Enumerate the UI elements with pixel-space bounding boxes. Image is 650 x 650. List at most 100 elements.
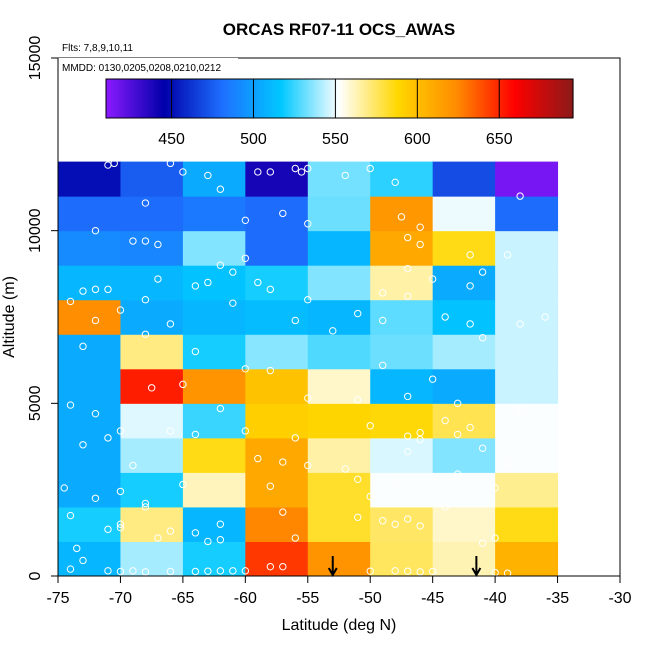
heatmap-cell [370, 541, 434, 577]
observation-point [266, 482, 275, 490]
heatmap-cell [307, 506, 371, 542]
colorbar-segment [264, 79, 268, 118]
colorbar-segment [510, 79, 514, 118]
colorbar-segment [113, 79, 117, 118]
colorbar-segment [404, 79, 408, 118]
colorbar-segment [526, 79, 530, 118]
colorbar-segment [396, 79, 400, 118]
heatmap-cell [245, 334, 309, 370]
x-axis-title: Latitude (deg N) [282, 617, 397, 634]
colorbar-segment [285, 79, 289, 118]
heatmap-cell [58, 265, 121, 301]
observation-point [204, 278, 212, 287]
x-axis: -75 -70 -65 -60 -55 -50 -45 -40 -35 -30 [46, 575, 632, 607]
y-tick-label: 15000 [27, 36, 44, 81]
colorbar-segment [269, 79, 273, 118]
heatmap-cell [495, 161, 559, 197]
observation-point [354, 475, 362, 484]
heatmap-cell [495, 265, 559, 301]
colorbar-segment [557, 79, 561, 118]
colorbar-segment [339, 79, 343, 118]
colorbar-segment [381, 79, 385, 118]
heatmap-cell [432, 265, 496, 301]
heatmap-cell [58, 472, 121, 508]
colorbar-segment [310, 79, 315, 118]
observation-point [91, 409, 100, 418]
observation-point [216, 404, 225, 413]
colorbar-segment [419, 79, 424, 118]
colorbar-segment [181, 79, 185, 118]
observation-point [110, 159, 118, 168]
observation-point [441, 313, 449, 321]
colorbar-segment [191, 79, 195, 118]
observation-point [291, 434, 299, 442]
chart-title: ORCAS RF07-11 OCS_AWAS [223, 20, 455, 39]
colorbar-segment [331, 79, 335, 118]
heatmap-cell [58, 368, 121, 404]
observation-point [241, 427, 250, 435]
observation-point [403, 515, 412, 523]
colorbar-segment [183, 79, 188, 118]
observation-point [379, 289, 387, 297]
observation-point [354, 396, 362, 404]
heatmap-cell [432, 230, 496, 266]
observation-point [241, 365, 250, 373]
colorbar-segment [212, 79, 216, 118]
colorbar-segment [373, 79, 377, 118]
heatmap-cell [245, 541, 309, 577]
observation-point [403, 447, 412, 456]
heatmap-cell [58, 334, 121, 370]
heatmap-cell [58, 437, 121, 473]
colorbar-segment [458, 79, 463, 118]
heatmap-cell [370, 506, 434, 542]
colorbar-segment [214, 79, 219, 118]
observation-point [428, 275, 437, 283]
observation-point [329, 327, 337, 335]
colorbar-segment [209, 79, 213, 118]
colorbar-segment [139, 79, 143, 118]
heatmap-cell [120, 299, 184, 335]
colorbar-segment [277, 79, 281, 118]
observation-point [191, 567, 200, 576]
heatmap-cell [370, 403, 434, 439]
y-axis: 0 5000 10000 15000 [27, 36, 59, 580]
heatmap-cell [432, 334, 496, 370]
heatmap-cell [432, 368, 496, 404]
observation-point [428, 375, 437, 383]
colorbar-segment [305, 79, 309, 118]
observation-point [416, 522, 424, 530]
heatmap-cell [58, 299, 121, 335]
colorbar-segment [528, 79, 533, 118]
colorbar-segment [570, 79, 574, 118]
observation-point [179, 380, 187, 389]
observation-point [116, 520, 125, 528]
heatmap-cell [432, 437, 496, 473]
colorbar-segment [106, 79, 110, 118]
colorbar-segment [479, 79, 483, 118]
observation-point [279, 508, 287, 516]
colorbar-segment [508, 79, 512, 118]
heatmap-cell [182, 265, 246, 301]
observation-point [478, 539, 487, 547]
colorbar-segment [464, 79, 468, 118]
x-tick-label: -30 [608, 590, 631, 607]
heatmap-cell [182, 161, 246, 197]
colorbar-segment [393, 79, 398, 118]
observation-point [279, 458, 287, 466]
colorbar-segment [318, 79, 322, 118]
colorbar-segment [155, 79, 159, 118]
colorbar-segment [539, 79, 543, 118]
colorbar-segment [111, 79, 115, 118]
observation-point [428, 567, 437, 576]
colorbar-segment [251, 79, 255, 118]
observation-point [403, 264, 412, 273]
colorbar-segment [176, 79, 180, 118]
observation-point [466, 423, 474, 432]
colorbar-segment [401, 79, 405, 118]
observation-point [516, 320, 524, 328]
colorbar-segment [406, 79, 411, 118]
colorbar-segment [466, 79, 470, 118]
colorbar-segment [246, 79, 250, 118]
observation-point [291, 316, 299, 325]
observation-point [341, 171, 349, 180]
